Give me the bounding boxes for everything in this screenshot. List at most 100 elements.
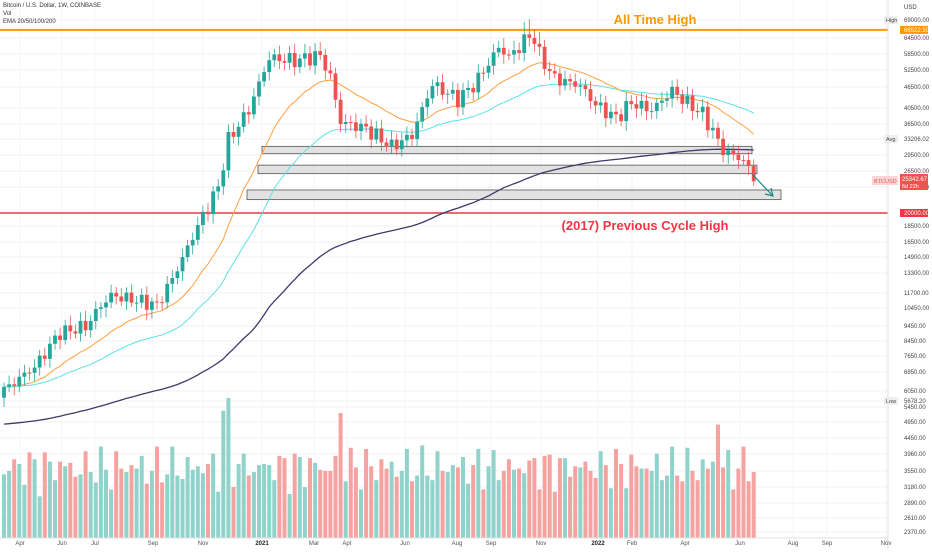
symbol-title: Bitcoin / U.S. Dollar, 1W, COINBASE: [3, 3, 102, 9]
candle: [435, 75, 440, 96]
volume-bar: [2, 474, 6, 538]
volume-bar: [496, 480, 501, 538]
volume-bar: [267, 465, 272, 538]
candle: [63, 319, 68, 345]
volume-bar: [155, 446, 159, 538]
candle: [42, 347, 47, 366]
volume-bar: [73, 476, 78, 538]
candle: [170, 269, 175, 293]
volume-bar: [721, 467, 726, 538]
candle: [287, 45, 292, 70]
volume-bar: [547, 454, 552, 538]
candle: [78, 312, 83, 342]
volume-bar: [160, 482, 165, 538]
volume-bar: [318, 469, 323, 538]
volume-bar: [578, 467, 583, 538]
candle: [277, 45, 282, 69]
volume-bar: [415, 475, 420, 538]
candle: [389, 130, 394, 155]
candle: [160, 296, 164, 310]
currency-label: USD: [904, 5, 917, 11]
candle: [736, 146, 741, 170]
candle: [394, 133, 399, 156]
time-tick-label: Nov: [536, 541, 547, 547]
volume-bar: [180, 478, 185, 538]
candle: [175, 266, 180, 285]
candle: [201, 205, 205, 234]
candle: [537, 31, 542, 56]
price-tick-label: 8450.00: [904, 339, 926, 345]
candle: [440, 74, 445, 100]
candle: [751, 159, 756, 186]
price-tick-label: 33206.02: [904, 137, 930, 143]
candle: [726, 143, 731, 165]
candle: [501, 38, 506, 64]
candle: [496, 40, 501, 58]
volume-bar: [287, 494, 292, 538]
volume-bar: [710, 461, 715, 538]
volume-bar: [333, 455, 338, 538]
volume-bar: [343, 481, 348, 538]
avg-tag: Avg: [886, 137, 895, 143]
candle: [190, 232, 195, 255]
candle: [282, 53, 287, 71]
candle: [476, 64, 481, 100]
volume-bar: [751, 472, 756, 538]
volume-bar: [236, 463, 241, 538]
candle: [313, 43, 317, 75]
volume-bar: [670, 446, 675, 538]
candle: [741, 155, 746, 166]
candle: [155, 293, 159, 310]
candle: [144, 286, 149, 321]
volume-bar: [573, 466, 578, 538]
candle: [695, 103, 700, 119]
price-tick-label: 29500.00: [904, 153, 930, 159]
volume-bar: [93, 482, 98, 538]
time-tick-label: Jun: [400, 541, 410, 547]
candle: [603, 95, 608, 128]
volume-bar: [695, 480, 700, 538]
candle: [680, 89, 685, 114]
candle: [211, 186, 215, 224]
candle: [68, 315, 73, 340]
volume-bar: [359, 489, 363, 538]
candle: [471, 83, 476, 101]
price-tick-label: 13300.00: [904, 271, 930, 277]
volume-layer: [2, 398, 756, 538]
volume-bar: [53, 480, 57, 538]
price-tick-label: 58500.00: [904, 52, 930, 58]
candle: [27, 367, 32, 381]
candle: [32, 359, 37, 382]
candle: [83, 310, 88, 337]
volume-bar: [450, 465, 455, 538]
volume-bar: [741, 446, 746, 538]
volume-bar: [629, 454, 634, 538]
volume-bar: [68, 462, 73, 538]
candle: [568, 73, 572, 91]
candle: [420, 101, 425, 129]
candle: [614, 103, 618, 124]
volume-bar: [200, 473, 205, 538]
candle: [124, 287, 129, 311]
candle: [150, 297, 154, 319]
candle: [527, 19, 532, 47]
volume-bar: [282, 458, 287, 538]
volume-bar: [389, 461, 394, 538]
candle: [318, 42, 323, 61]
volume-bar: [272, 480, 277, 538]
volume-bar: [185, 457, 190, 538]
volume-bar: [654, 453, 659, 538]
time-axis[interactable]: Apr Jun Jul Sep Nov 2021 Mar Apr Jun Aug Sep Nov 202…: [0, 537, 891, 547]
volume-bar: [119, 468, 124, 538]
candle: [180, 248, 185, 281]
price-axis[interactable]: USD 69000.00 64500.00 58500.00 52500.00 46500…: [872, 0, 930, 550]
volume-bar: [374, 480, 379, 538]
candle: [206, 202, 210, 222]
volume-bar: [328, 470, 333, 538]
volume-bar: [114, 451, 119, 538]
volume-bar: [211, 453, 216, 538]
candle: [619, 108, 623, 127]
